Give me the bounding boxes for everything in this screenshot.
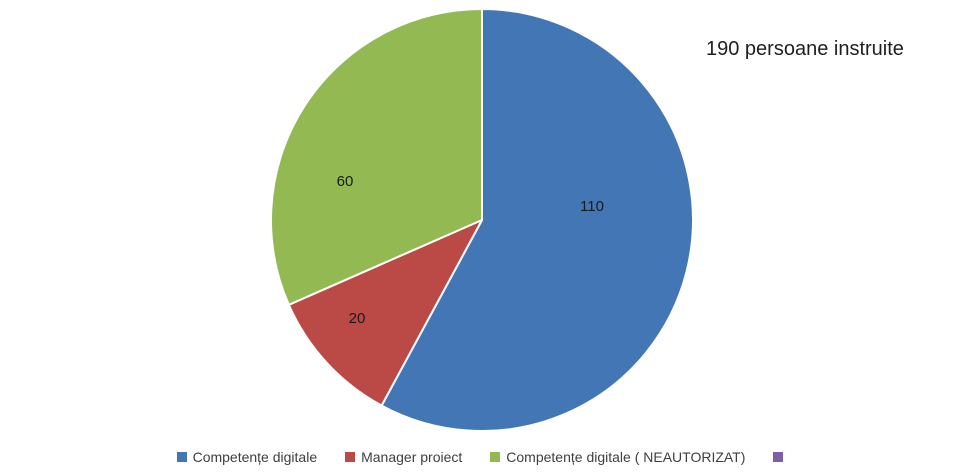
- legend-swatch-icon: [490, 452, 501, 462]
- legend-label: Competențe digitale ( NEAUTORIZAT): [506, 449, 746, 465]
- legend-swatch-icon: [345, 452, 356, 462]
- pie-slice-2: [287, 219, 483, 407]
- legend-label: Manager proiect: [361, 449, 463, 465]
- legend-item-1: Competențe digitale: [176, 449, 318, 465]
- legend-item-4: [773, 452, 784, 462]
- pie-slice-1: [380, 8, 694, 432]
- legend-item-3: Competențe digitale ( NEAUTORIZAT): [490, 449, 745, 465]
- pie-slice-3: [270, 8, 483, 306]
- slice-data-label: 20: [349, 310, 366, 327]
- legend-swatch-icon: [176, 452, 187, 462]
- legend-swatch-icon: [773, 452, 784, 462]
- chart-legend: Competențe digitale Manager proiect Compet…: [0, 446, 960, 468]
- legend-label: Competențe digitale: [192, 449, 318, 465]
- slice-data-label: 110: [580, 198, 604, 215]
- chart-title: 190 persoane instruite: [706, 38, 904, 60]
- legend-item-2: Manager proiect: [345, 449, 462, 465]
- slice-data-label: 60: [337, 173, 354, 190]
